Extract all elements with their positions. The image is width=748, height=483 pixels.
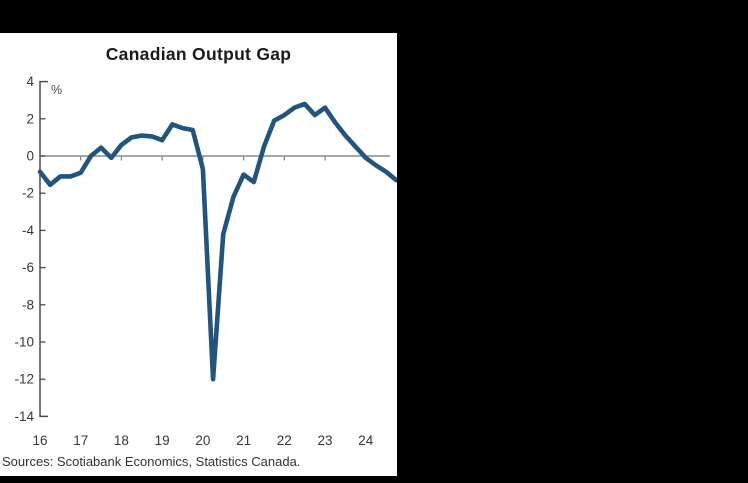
x-tick-label: 16 [32,433,47,448]
y-tick-label: -12 [14,372,34,387]
x-tick-label: 21 [236,433,251,448]
y-axis-unit-label: % [51,83,63,97]
y-tick-label: -2 [22,186,34,201]
chart-title: Canadian Output Gap [105,44,292,64]
y-tick-label: -10 [14,335,34,350]
x-tick-label: 22 [277,433,292,448]
y-tick-label: 4 [26,74,34,89]
x-tick-label: 24 [358,433,374,448]
y-tick-label: 2 [26,111,34,126]
x-tick-label: 20 [195,433,210,448]
y-tick-label: -8 [22,297,34,312]
x-tick-label: 23 [318,433,333,448]
x-tick-label: 17 [73,433,88,448]
data-line [37,101,397,382]
chart-panel: Canadian Output Gap % 4 2 0 -2 -4 -6 -8 -10 -12-… [0,33,397,476]
y-tick-label: -14 [14,409,34,424]
y-axis [39,80,48,418]
x-tick-label: 18 [114,433,129,448]
y-tick-label: 0 [26,149,34,164]
source-text: Sources: Scotiabank Economics, Statistic… [2,454,301,469]
x-tick-label: 19 [155,433,170,448]
y-tick-label: -4 [22,223,34,238]
y-tick-label: -6 [22,260,34,275]
